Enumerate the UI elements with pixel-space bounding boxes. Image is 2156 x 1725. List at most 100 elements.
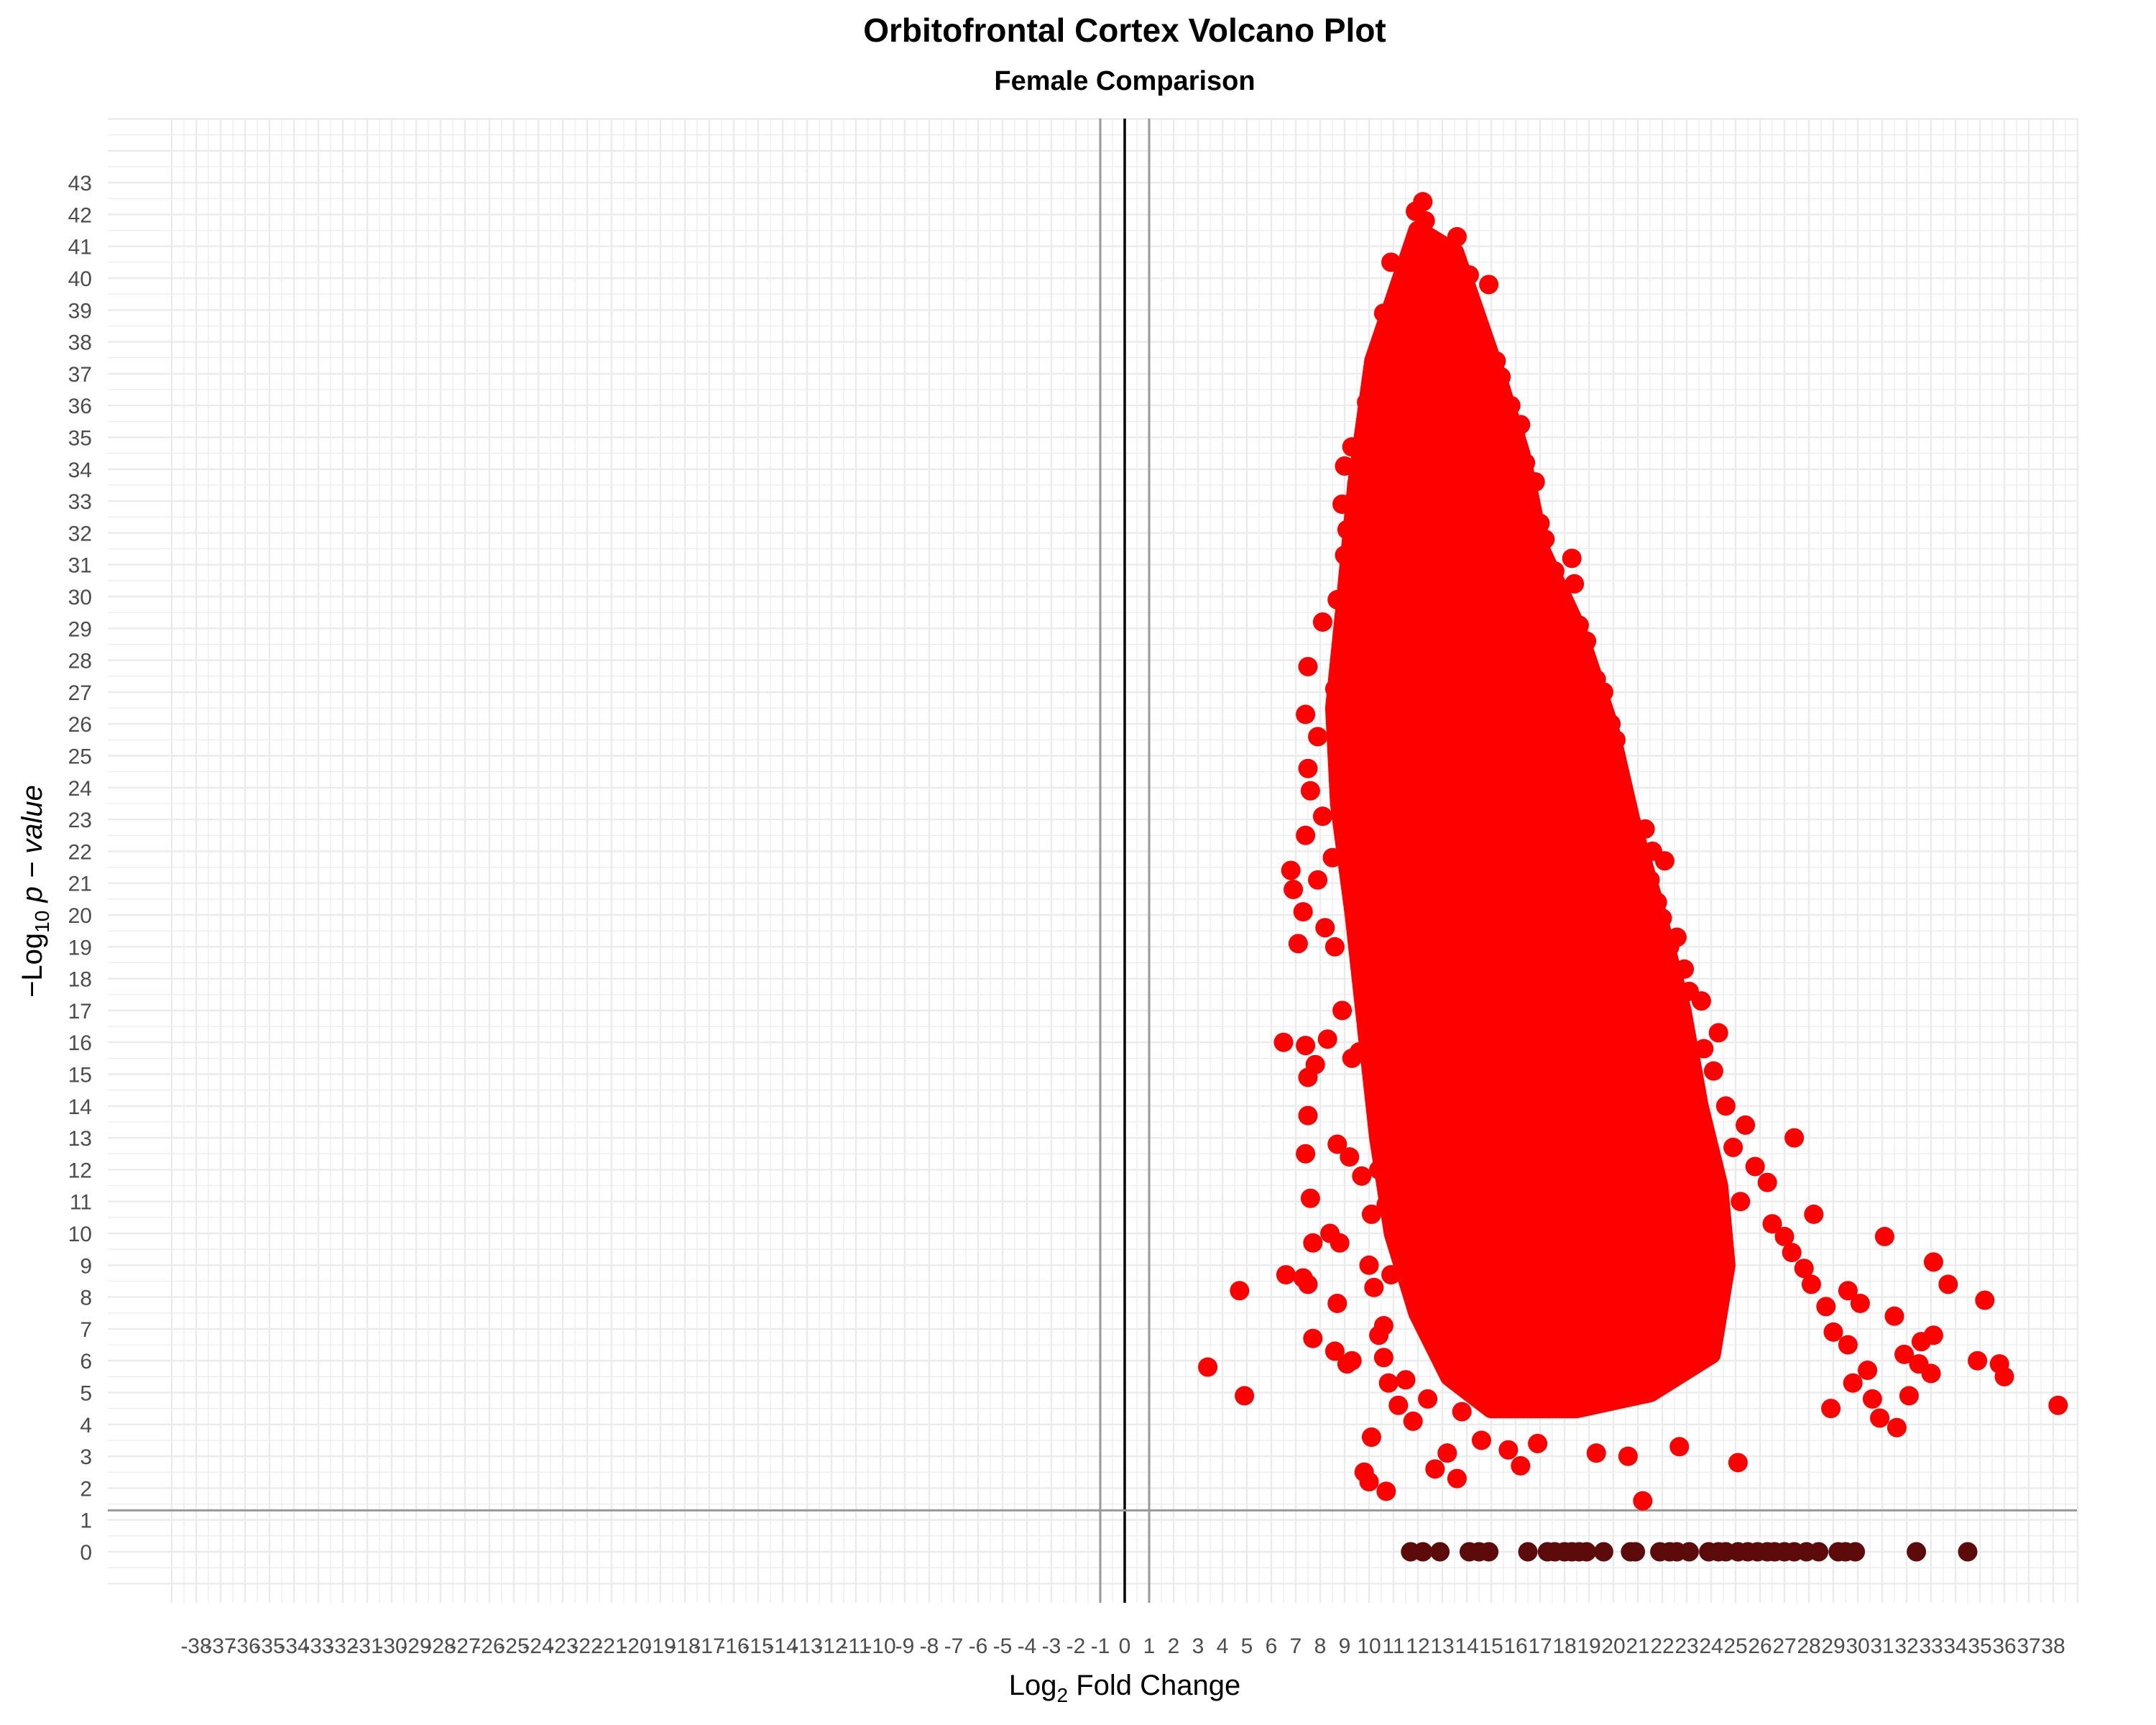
significant-point (1452, 1402, 1472, 1422)
significant-point (1838, 1281, 1858, 1301)
significant-point (1694, 1039, 1714, 1059)
significant-point (1337, 1354, 1357, 1374)
x-tick-label: -9 (895, 1634, 915, 1658)
significant-point (1674, 959, 1695, 979)
significant-point (1652, 908, 1672, 928)
significant-points (1198, 192, 2068, 1511)
significant-point (1293, 902, 1313, 922)
significant-point (1281, 860, 1301, 880)
significant-point (1369, 1159, 1389, 1179)
significant-point (1923, 1252, 1943, 1272)
significant-point (1654, 851, 1674, 871)
significant-point (1415, 211, 1435, 231)
x-tick-label: 16 (1503, 1634, 1527, 1658)
non-significant-point (1577, 1542, 1597, 1562)
significant-point (1330, 1233, 1350, 1253)
significant-point (1364, 360, 1384, 380)
significant-point (1467, 335, 1487, 355)
x-tick-label: 28 (1797, 1634, 1820, 1658)
significant-point (1728, 1453, 1748, 1473)
significant-point (1288, 934, 1308, 954)
significant-point (1312, 612, 1332, 632)
significant-point (1340, 1147, 1360, 1167)
significant-point (1486, 351, 1506, 371)
y-tick-label: 34 (68, 459, 92, 482)
y-tick-label: 33 (68, 490, 92, 514)
y-tick-label: 38 (68, 331, 92, 355)
y-tick-label: 20 (68, 904, 92, 928)
x-tick-label: 24 (1699, 1634, 1723, 1658)
significant-point (1921, 1363, 1941, 1384)
significant-point (1410, 313, 1430, 333)
y-tick-label: 36 (68, 395, 92, 418)
significant-point (1774, 1226, 1795, 1246)
significant-point (1886, 1417, 1907, 1438)
x-tick-label: 10 (1357, 1634, 1381, 1658)
x-tick-label: 21 (1626, 1634, 1649, 1658)
y-tick-label: 39 (68, 299, 92, 323)
significant-point (1376, 1481, 1396, 1501)
significant-point (1968, 1351, 1988, 1371)
y-tick-label: 0 (80, 1541, 92, 1565)
significant-point (1511, 1455, 1531, 1476)
x-tick-label: -20 (620, 1634, 651, 1658)
x-tick-label: -34 (278, 1634, 309, 1658)
significant-point (1308, 870, 1328, 890)
x-tick-labels: -38-37-36-35-34-33-32-31-30-29-28-27-26-… (180, 1634, 2065, 1658)
non-significant-points (1401, 1542, 1978, 1562)
non-significant-point (1593, 1542, 1613, 1562)
significant-point (1381, 252, 1401, 272)
x-tick-label: 6 (1266, 1634, 1278, 1658)
chart-title: Orbitofrontal Cortex Volcano Plot (863, 12, 1386, 49)
x-tick-label: -2 (1067, 1634, 1086, 1658)
x-tick-label: 5 (1241, 1634, 1253, 1658)
x-tick-label: 36 (1992, 1634, 2016, 1658)
x-tick-label: -4 (1018, 1634, 1037, 1658)
x-tick-label: 8 (1314, 1634, 1327, 1658)
x-tick-label: -22 (571, 1634, 602, 1658)
x-axis-label-subscript: 2 (1057, 1684, 1069, 1706)
y-tick-label: 24 (68, 777, 92, 801)
x-tick-label: -16 (718, 1634, 749, 1658)
significant-point (1874, 1226, 1894, 1246)
y-tick-label: 30 (68, 586, 92, 610)
significant-point (1613, 791, 1634, 811)
x-tick-label: 14 (1455, 1634, 1478, 1658)
x-axis-label-rest: Fold Change (1068, 1670, 1240, 1701)
significant-point (1708, 1023, 1728, 1043)
x-tick-label: -24 (522, 1634, 553, 1658)
significant-point (1784, 1128, 1805, 1148)
significant-point (1303, 1328, 1323, 1348)
non-significant-point (1413, 1542, 1433, 1562)
significant-point (1923, 1325, 1943, 1346)
x-tick-label: 19 (1577, 1634, 1600, 1658)
y-axis-label: −Log10 p − value (17, 785, 53, 998)
x-tick-label: 2 (1168, 1634, 1180, 1658)
x-tick-label: -35 (254, 1634, 285, 1658)
x-tick-label: -27 (449, 1634, 480, 1658)
significant-point (1437, 1443, 1457, 1463)
significant-point (1388, 377, 1409, 397)
y-tick-label: 35 (68, 427, 92, 451)
x-tick-label: 0 (1119, 1634, 1131, 1658)
significant-point (1745, 1156, 1765, 1177)
reference-lines (108, 119, 2077, 1603)
significant-point (1647, 892, 1667, 912)
x-tick-label: -26 (474, 1634, 505, 1658)
significant-point (1296, 1144, 1316, 1164)
x-axis-label-base: Log (1009, 1670, 1057, 1701)
significant-point (1312, 806, 1332, 827)
significant-point (1325, 678, 1345, 699)
significant-point (1298, 1067, 1318, 1087)
y-axis-label-prefix: −Log (17, 933, 48, 998)
y-tick-label: 41 (68, 236, 92, 259)
non-significant-point (1518, 1542, 1538, 1562)
x-tick-label: 38 (2041, 1634, 2065, 1658)
significant-point (1516, 453, 1536, 473)
y-tick-label: 40 (68, 267, 92, 291)
significant-point (1298, 656, 1318, 676)
x-tick-label: -3 (1042, 1634, 1061, 1658)
significant-point (1364, 1277, 1384, 1297)
significant-point (1535, 529, 1555, 549)
